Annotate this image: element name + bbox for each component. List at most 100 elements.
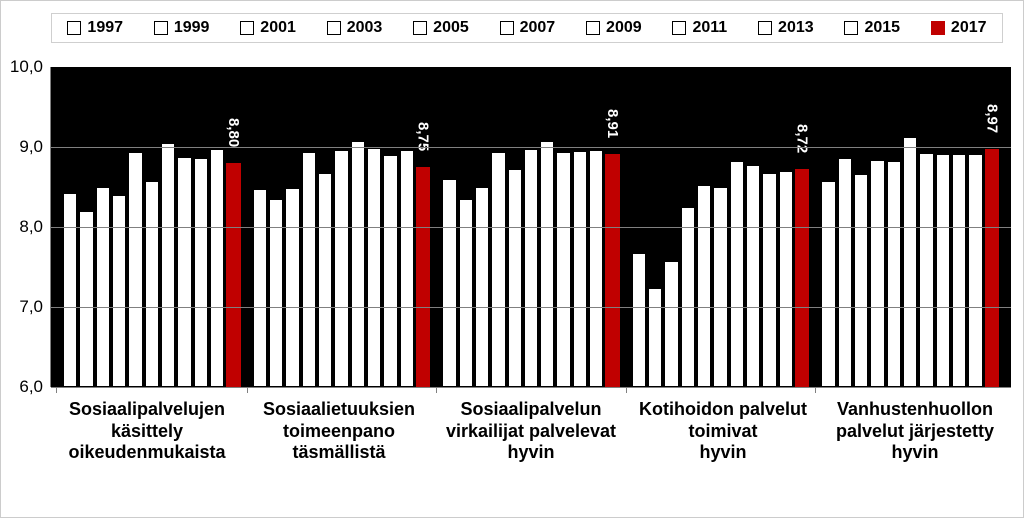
- bar: [746, 165, 760, 387]
- category-label-line: Vanhustenhuollon: [823, 399, 1007, 421]
- bar-highlight: 8,80: [226, 163, 240, 387]
- bar: [302, 152, 316, 387]
- bar: [936, 154, 950, 387]
- bar: [334, 150, 348, 387]
- bar: [762, 173, 776, 387]
- bar: [383, 155, 397, 387]
- bar-highlight: 8,75: [416, 167, 430, 387]
- category-label-line: hyvin: [631, 442, 815, 464]
- bar-value-label: 8,72: [794, 124, 811, 153]
- bar: [632, 253, 646, 387]
- legend-item-2001: 2001: [240, 19, 296, 37]
- legend-swatch: [672, 21, 686, 35]
- y-axis-labels: 6,07,08,09,010,0: [1, 67, 49, 387]
- legend-swatch: [327, 21, 341, 35]
- bar: [589, 150, 603, 387]
- category-label-line: hyvin: [439, 442, 623, 464]
- bar-highlight: 8,91: [605, 154, 619, 387]
- y-tick-label: 8,0: [19, 217, 43, 237]
- bar: [556, 152, 570, 387]
- y-tick-label: 6,0: [19, 377, 43, 397]
- bar: [821, 181, 835, 387]
- bar: [903, 137, 917, 387]
- bar: [475, 187, 489, 387]
- legend-item-2003: 2003: [327, 19, 383, 37]
- legend-item-2007: 2007: [500, 19, 556, 37]
- legend-item-2013: 2013: [758, 19, 814, 37]
- y-tick-label: 9,0: [19, 137, 43, 157]
- legend: 1997 1999 2001 2003 2005 2007 2009 2011 2013 2015…: [51, 13, 1003, 43]
- legend-year-label: 2009: [606, 19, 642, 37]
- legend-year-label: 2007: [520, 19, 556, 37]
- chart-container: 1997 1999 2001 2003 2005 2007 2009 2011 2013 2015…: [0, 0, 1024, 518]
- bar: [919, 153, 933, 387]
- bar-value-label: 8,91: [604, 109, 621, 138]
- gridline: [51, 307, 1011, 308]
- legend-item-2005: 2005: [413, 19, 469, 37]
- bar: [63, 193, 77, 387]
- category-label-line: käsittely: [55, 421, 239, 443]
- bar: [442, 179, 456, 387]
- legend-item-2015: 2015: [844, 19, 900, 37]
- legend-year-label: 2015: [864, 19, 900, 37]
- category-label: Sosiaalipalvelunvirkailijat palvelevathy…: [435, 393, 627, 497]
- legend-year-label: 2011: [692, 19, 727, 37]
- bar: [177, 157, 191, 387]
- bar: [854, 174, 868, 387]
- category-label-line: toimeenpano: [247, 421, 431, 443]
- bar: [887, 161, 901, 387]
- bar: [367, 148, 381, 387]
- bar: [681, 207, 695, 387]
- bar: [351, 141, 365, 387]
- bar-value-label: 8,97: [983, 104, 1000, 133]
- category-label-line: virkailijat palvelevat: [439, 421, 623, 443]
- bar: [779, 171, 793, 387]
- legend-year-label: 1997: [87, 19, 123, 37]
- bar: [524, 149, 538, 387]
- bar: [697, 185, 711, 387]
- bar-value-label: 8,80: [225, 118, 242, 147]
- bar: [210, 149, 224, 387]
- bar: [491, 152, 505, 387]
- bar-highlight: 8,97: [985, 149, 999, 387]
- category-label: Vanhustenhuollonpalvelut järjestettyhyvi…: [819, 393, 1011, 497]
- legend-year-label: 2001: [260, 19, 296, 37]
- plot-area: 8,80 8,75 8,91 8,72 8,97: [51, 67, 1011, 387]
- bar: [145, 181, 159, 387]
- legend-swatch: [931, 21, 945, 35]
- legend-year-label: 2003: [347, 19, 383, 37]
- bar: [285, 188, 299, 387]
- category-label-line: toimivat: [631, 421, 815, 443]
- bar: [194, 158, 208, 387]
- bar: [952, 154, 966, 387]
- y-tick-label: 7,0: [19, 297, 43, 317]
- category-label-line: hyvin: [823, 442, 1007, 464]
- category-label-line: Kotihoidon palvelut: [631, 399, 815, 421]
- category-labels: Sosiaalipalvelujenkäsittelyoikeudenmukai…: [51, 393, 1011, 497]
- bar: [838, 158, 852, 387]
- category-label: Kotihoidon palveluttoimivathyvin: [627, 393, 819, 497]
- category-label: Sosiaalietuuksientoimeenpanotäsmällistä: [243, 393, 435, 497]
- category-label: Sosiaalipalvelujenkäsittelyoikeudenmukai…: [51, 393, 243, 497]
- bar: [400, 150, 414, 387]
- category-label-line: täsmällistä: [247, 442, 431, 464]
- y-tick-label: 10,0: [10, 57, 43, 77]
- legend-item-1999: 1999: [154, 19, 210, 37]
- bar: [318, 173, 332, 387]
- legend-swatch: [758, 21, 772, 35]
- bar-highlight: 8,72: [795, 169, 809, 387]
- legend-swatch: [154, 21, 168, 35]
- legend-item-2009: 2009: [586, 19, 642, 37]
- legend-swatch: [413, 21, 427, 35]
- bar: [540, 141, 554, 387]
- legend-year-label: 2017: [951, 19, 987, 37]
- category-label-line: Sosiaalietuuksien: [247, 399, 431, 421]
- legend-item-2017: 2017: [931, 19, 987, 37]
- bar: [713, 187, 727, 387]
- legend-swatch: [240, 21, 254, 35]
- category-label-line: Sosiaalipalvelun: [439, 399, 623, 421]
- bar: [96, 187, 110, 387]
- bar: [253, 189, 267, 387]
- category-label-line: Sosiaalipalvelujen: [55, 399, 239, 421]
- legend-year-label: 1999: [174, 19, 210, 37]
